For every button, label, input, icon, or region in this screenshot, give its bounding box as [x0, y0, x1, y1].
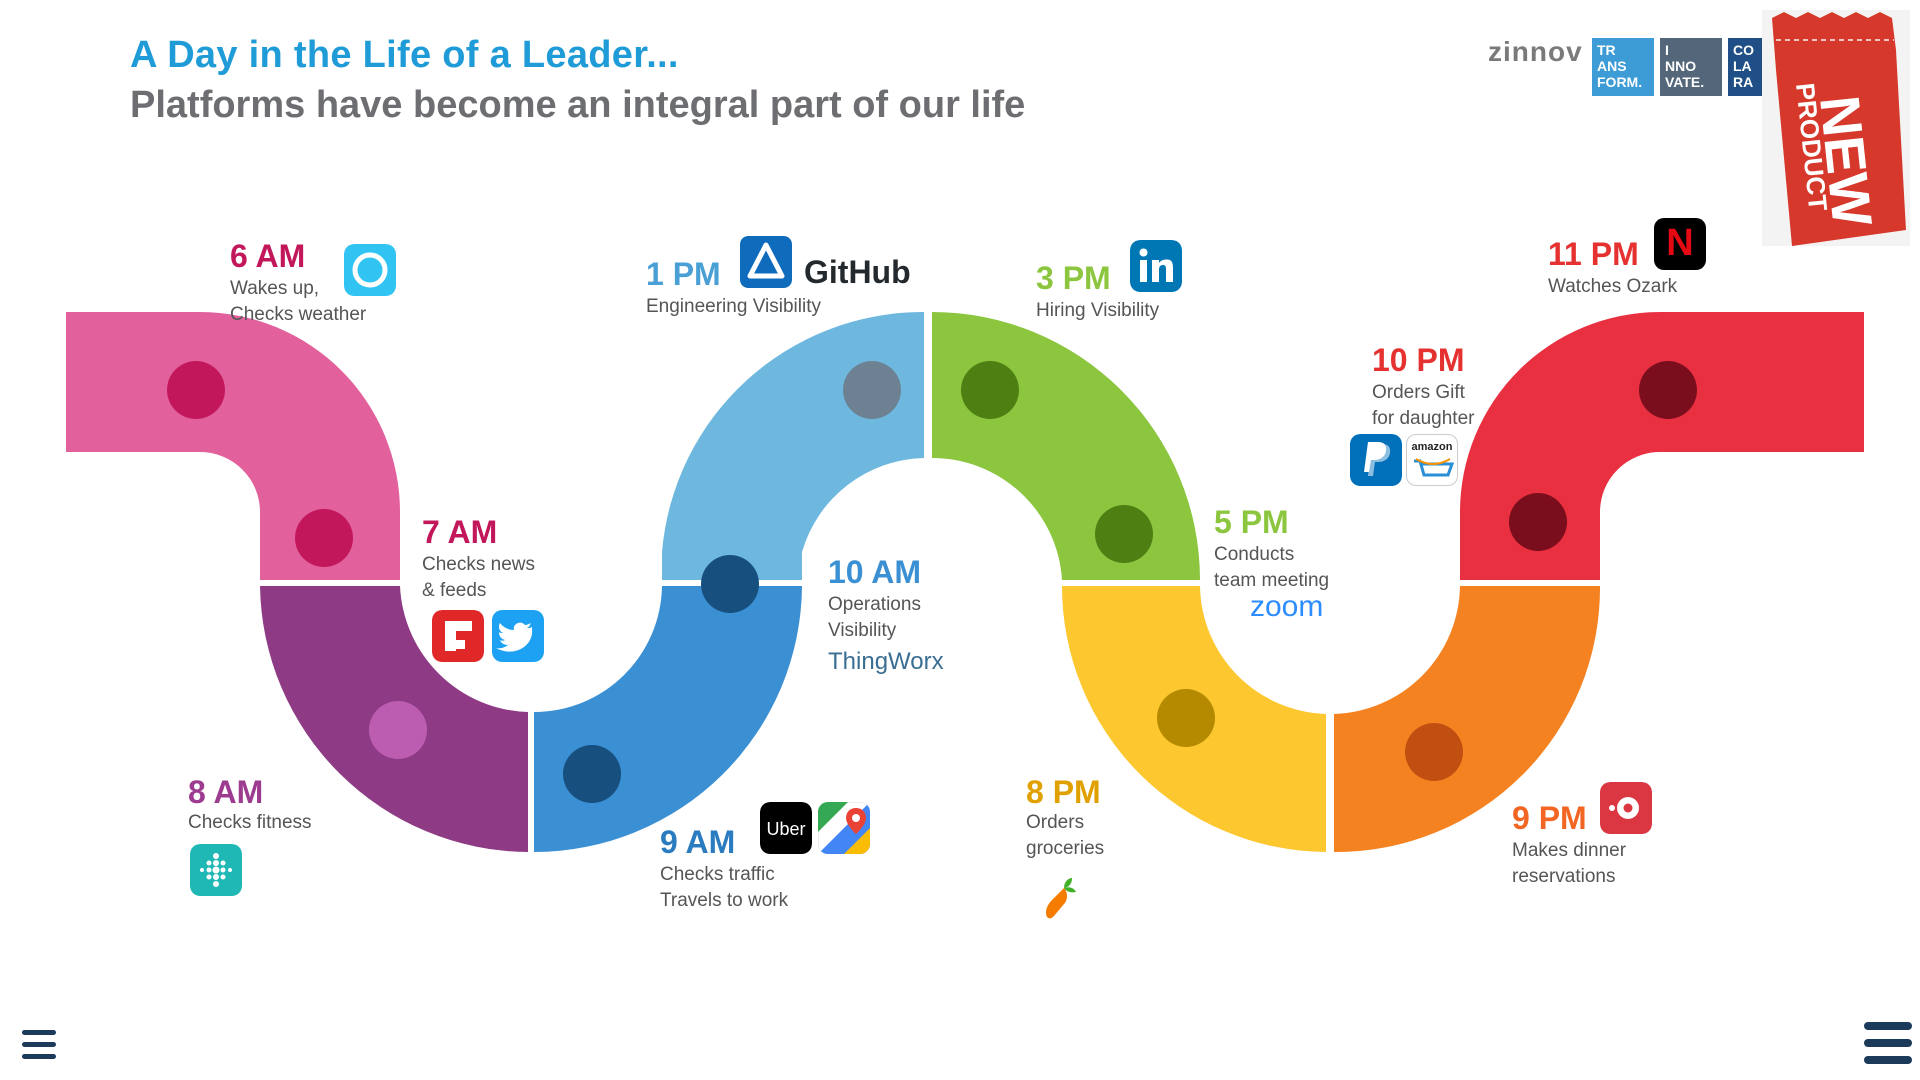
slide-title: A Day in the Life of a Leader... [130, 34, 679, 76]
brand-name: zinnov [1488, 36, 1583, 67]
time-label-8am: 8 AM [188, 774, 264, 810]
segment-blue-light [662, 311, 924, 580]
github-logo: GitHub [804, 254, 911, 290]
time-label-11pm: 11 PM [1548, 236, 1639, 272]
netflix-logo-letter: N [1666, 222, 1694, 264]
event-desc-10am: Operations Visibility [828, 594, 921, 641]
event-desc-5pm: Conducts team meeting [1214, 544, 1330, 591]
flipboard-icon [432, 610, 484, 662]
brand-tile-transform: TR ANS FORM. [1592, 38, 1654, 96]
time-label-9pm: 9 PM [1512, 800, 1587, 836]
time-label-10pm: 10 PM [1372, 342, 1465, 378]
uber-icon: Uber [760, 802, 812, 854]
timeline-dot [843, 361, 901, 419]
event-desc-6am: Wakes up, Checks weather [230, 278, 367, 325]
timeline-dot [1509, 493, 1567, 551]
linkedin-icon [1130, 240, 1182, 292]
timeline-dot [295, 509, 353, 567]
opentable-icon [1600, 782, 1652, 834]
shopping-cart-icon [1414, 458, 1454, 477]
event-desc-10pm: Orders Gift for daughter [1372, 382, 1475, 429]
timeline-dot [167, 361, 225, 419]
time-label-1pm: 1 PM [646, 256, 721, 292]
timeline-dot [369, 701, 427, 759]
right-menu-button[interactable] [1864, 1022, 1912, 1064]
brand-logo-area: zinnov TR ANS FORM. I NNO VATE. CO LA RA [1488, 34, 1764, 96]
timeline-dot [563, 745, 621, 803]
twitter-icon [492, 610, 544, 662]
instacart-icon [1045, 878, 1076, 919]
event-desc-8pm: Orders groceries [1026, 812, 1105, 859]
time-label-9am: 9 AM [660, 824, 736, 860]
time-label-5pm: 5 PM [1214, 504, 1289, 540]
slide-subtitle: Platforms have become an integral part o… [130, 84, 1026, 126]
timeline-dot [1095, 505, 1153, 563]
time-label-10am: 10 AM [828, 554, 922, 590]
time-label-3pm: 3 PM [1036, 260, 1111, 296]
segment-green [932, 312, 1200, 580]
new-product-ribbon: NEW PRODUCT [1762, 10, 1910, 246]
ribbon-text-new: NEW [1808, 93, 1884, 230]
paypal-icon [1350, 434, 1402, 486]
event-desc-7am: Checks news & feeds [422, 554, 535, 601]
amazon-icon: amazon [1406, 434, 1458, 486]
google-maps-icon [818, 802, 870, 854]
timeline-dot [1157, 689, 1215, 747]
timeline-dot [961, 361, 1019, 419]
alexa-icon [344, 244, 396, 296]
event-desc-9am: Checks traffic Travels to work [660, 864, 789, 911]
time-label-7am: 7 AM [422, 514, 498, 550]
azure-icon [740, 236, 792, 288]
event-desc-1pm: Engineering Visibility [646, 296, 821, 317]
time-label-8pm: 8 PM [1026, 774, 1101, 810]
netflix-icon: N [1654, 218, 1706, 270]
left-menu-button[interactable] [22, 1030, 56, 1059]
amazon-logo-text: amazon [1411, 441, 1453, 453]
brand-tile-collaborate: CO LA RA [1728, 38, 1764, 96]
event-desc-11pm: Watches Ozark [1548, 276, 1678, 297]
svg-text:Uber: Uber [766, 819, 805, 839]
event-desc-9pm: Makes dinner reservations [1512, 840, 1627, 887]
brand-tile-innovate: I NNO VATE. [1660, 38, 1722, 96]
event-desc-3pm: Hiring Visibility [1036, 300, 1160, 321]
fitbit-icon [190, 844, 242, 896]
event-desc-8am: Checks fitness [188, 812, 312, 833]
timeline-dot [701, 555, 759, 613]
thingworx-logo: ThingWorx [828, 648, 944, 675]
zoom-logo: zoom [1250, 590, 1324, 623]
segment-orange [1334, 586, 1601, 853]
time-label-6am: 6 AM [230, 238, 306, 274]
timeline-dot [1639, 361, 1697, 419]
timeline-dot [1405, 723, 1463, 781]
